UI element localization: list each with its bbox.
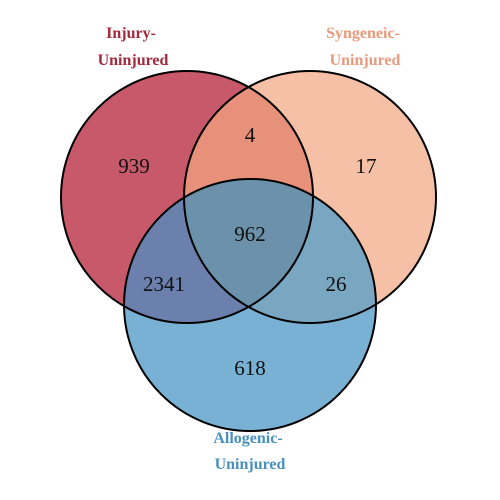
count-allogenic-only: 618 (234, 356, 266, 380)
outline-allogenic-uninjured (123, 178, 377, 432)
set-label-syngeneic-uninjured: Syngeneic- Uninjured (326, 25, 404, 69)
count-all-three: 962 (234, 222, 266, 246)
count-injury-allogenic: 2341 (143, 272, 185, 296)
set-label-injury-uninjured: Injury- Uninjured (98, 25, 169, 69)
count-injury-only: 939 (118, 154, 150, 178)
count-syngeneic-only: 17 (356, 154, 377, 178)
set-label-allogenic-uninjured: Allogenic- Uninjured (213, 430, 286, 473)
count-syngeneic-allogenic: 26 (326, 272, 347, 296)
count-injury-syngeneic: 4 (245, 123, 256, 147)
